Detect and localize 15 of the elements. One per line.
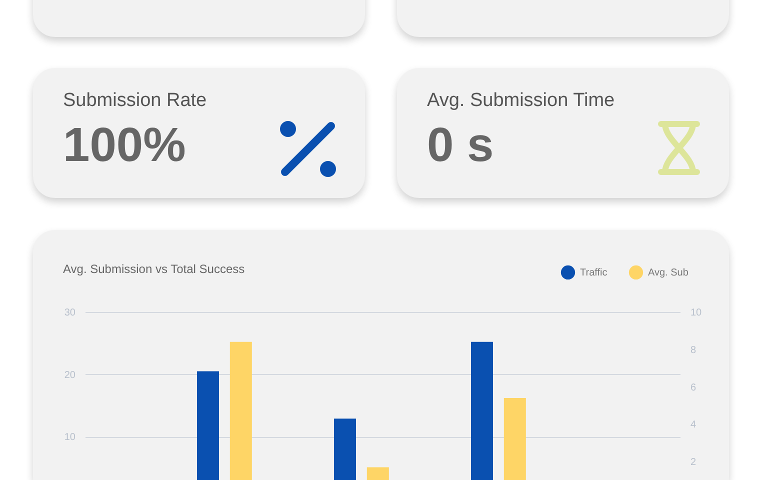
y2-tick-label: 6: [690, 382, 696, 394]
y-tick-label: 30: [64, 308, 76, 318]
chart-title: Avg. Submission vs Total Success: [63, 262, 245, 276]
legend-label: Traffic: [580, 267, 608, 278]
text: Avg. Submission Time: [427, 90, 615, 112]
y2-tick-label: 4: [690, 420, 696, 431]
y2-tick-label: 8: [690, 344, 696, 356]
text: 0 s: [427, 118, 494, 173]
y2-tick-label: 10: [690, 308, 702, 318]
y-tick-label: 10: [64, 432, 76, 444]
y2-tick-label: 2: [690, 457, 696, 468]
text: Submission Rate: [63, 90, 207, 112]
legend-label: Avg. Sub: [648, 267, 689, 278]
y-tick-label: 20: [64, 370, 76, 381]
text: 100%: [63, 118, 186, 173]
